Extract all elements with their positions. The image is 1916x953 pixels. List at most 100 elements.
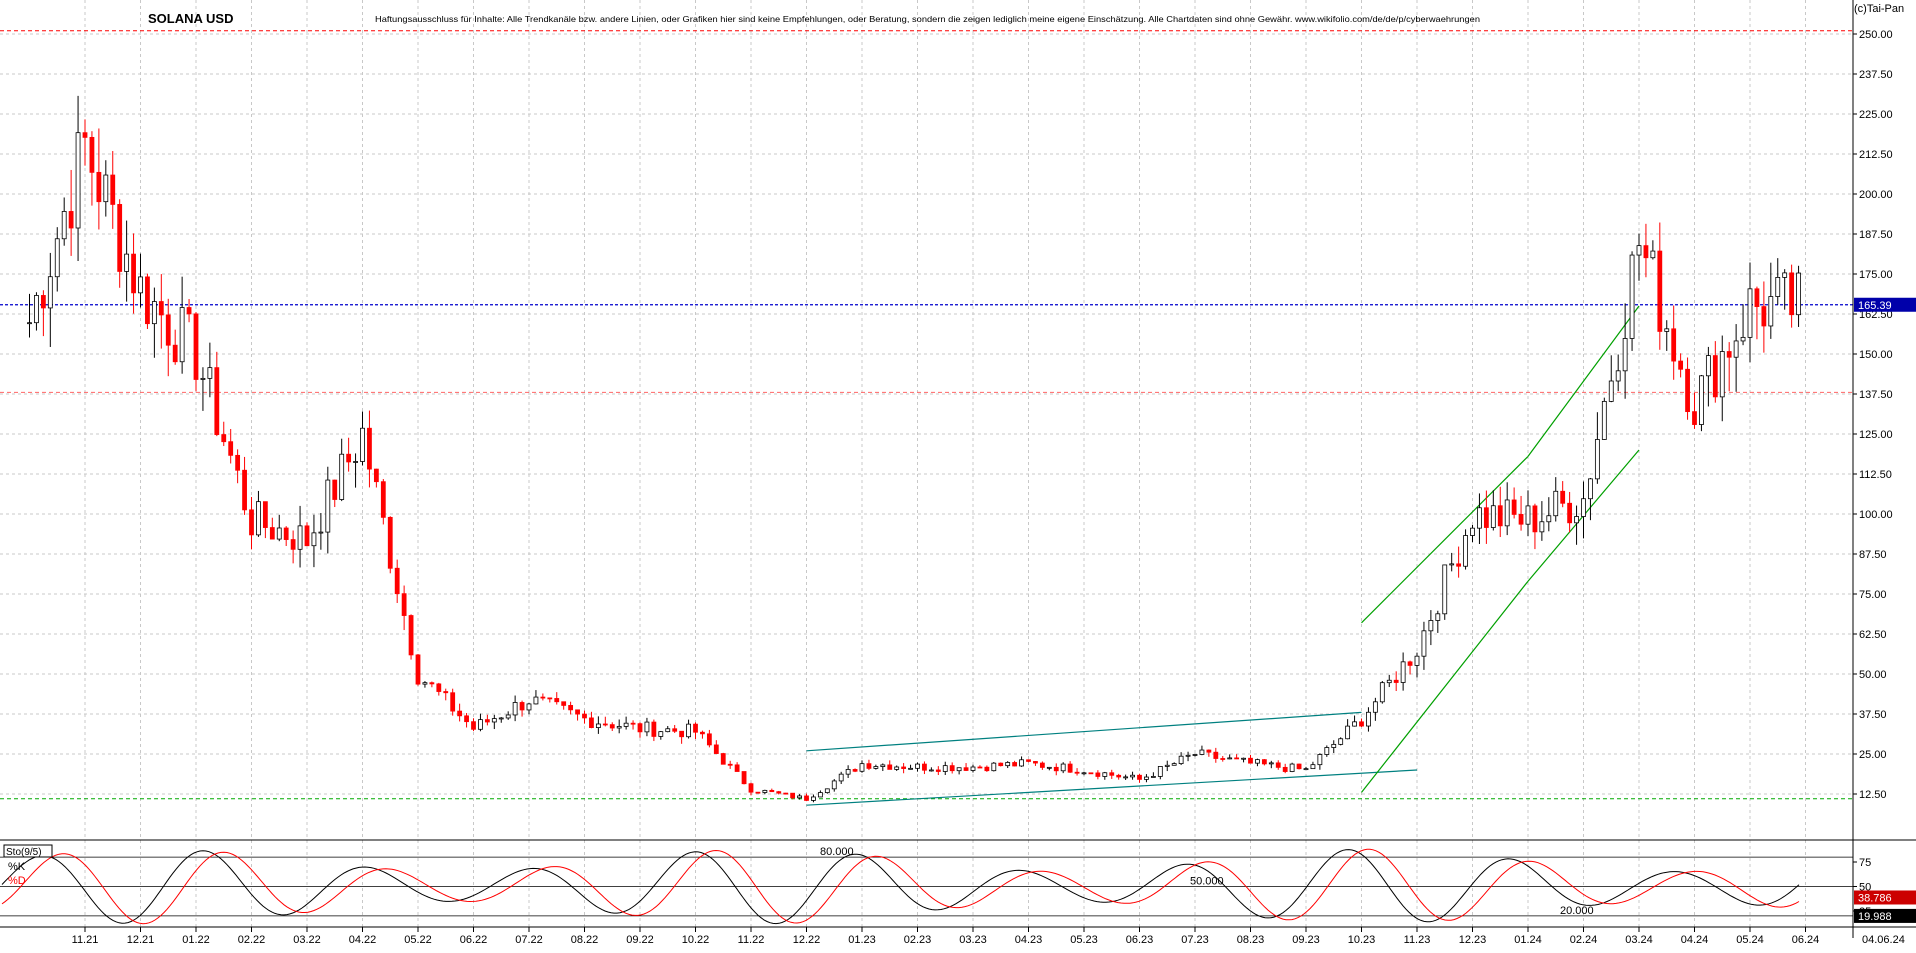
candle-down	[609, 724, 615, 729]
date-tick-label: 02.22	[238, 934, 266, 946]
candle-up	[956, 767, 962, 772]
candle-up	[1317, 754, 1323, 766]
candle-down	[1088, 772, 1094, 775]
candle-down	[1685, 368, 1690, 413]
candle-down	[165, 314, 171, 346]
candle-up	[1255, 759, 1260, 764]
candle-down	[346, 453, 352, 463]
candle-down	[1012, 762, 1018, 767]
candle-up	[1581, 498, 1586, 517]
candle-up	[1449, 563, 1455, 566]
candle-down	[394, 567, 400, 595]
candle-down	[1248, 757, 1253, 764]
candle-up	[1102, 772, 1108, 777]
candle-down	[700, 731, 705, 735]
candle-up	[1719, 351, 1725, 398]
chart-title: SOLANA USD	[148, 11, 233, 26]
candle-up	[318, 531, 324, 534]
candle-up	[1386, 679, 1392, 684]
candle-down	[1643, 245, 1649, 259]
trend-channel-line	[1361, 455, 1529, 624]
candle-down	[1053, 766, 1059, 772]
candle-up	[1796, 272, 1801, 316]
candle-up	[1664, 328, 1670, 332]
candle-down	[1116, 774, 1122, 778]
candle-up	[1379, 682, 1385, 703]
candle-down	[401, 593, 407, 616]
candle-down	[693, 723, 698, 733]
price-tick-label: 100.00	[1859, 509, 1893, 521]
candle-up	[54, 238, 60, 278]
candle-down	[540, 696, 546, 699]
candle-up	[1400, 661, 1406, 683]
candle-up	[595, 723, 601, 728]
candle-down	[1039, 762, 1045, 768]
candle-up	[1338, 738, 1344, 745]
candle-down	[630, 722, 636, 725]
candle-up	[880, 764, 886, 767]
trend-channel-line	[806, 769, 1418, 806]
date-tick-label: 04.24	[1681, 934, 1709, 946]
stoch-k-value: 38.786	[1858, 892, 1892, 904]
candle-up	[859, 763, 865, 772]
candle-down	[977, 766, 983, 769]
candle-up	[1227, 757, 1233, 760]
candle-up	[1622, 338, 1628, 372]
candle-down	[1671, 328, 1677, 362]
date-tick-label: 01.23	[848, 934, 876, 946]
candle-down	[1296, 763, 1302, 770]
candle-down	[713, 744, 719, 754]
candle-up	[824, 788, 830, 793]
candle-up	[1303, 768, 1309, 771]
candle-down	[290, 539, 296, 550]
candle-up	[75, 132, 81, 229]
candle-up	[1463, 535, 1468, 567]
candle-up	[838, 773, 844, 782]
date-tick-label: 03.24	[1625, 934, 1653, 946]
candle-up	[1366, 711, 1371, 727]
stoch-d-line	[1, 848, 1800, 925]
candle-down	[922, 763, 927, 771]
candle-down	[415, 654, 421, 685]
candle-down	[720, 753, 726, 765]
candle-down	[1497, 505, 1503, 527]
candle-up	[970, 766, 976, 771]
date-tick-label: 08.23	[1237, 934, 1265, 946]
candle-up	[1782, 272, 1788, 278]
candle-down	[984, 766, 990, 772]
candle-down	[554, 698, 560, 703]
candle-down	[589, 717, 594, 728]
candle-down	[172, 344, 178, 363]
candle-down	[221, 434, 227, 443]
candle-down	[949, 765, 955, 772]
stoch-d-badge	[1854, 908, 1916, 923]
price-tick-label: 175.00	[1859, 269, 1893, 281]
stoch-tick-label: 75	[1859, 857, 1871, 869]
candle-down	[117, 204, 123, 272]
candle-down	[457, 710, 463, 717]
candle-down	[96, 171, 102, 203]
candle-up	[1504, 499, 1510, 527]
candle-down	[158, 301, 164, 316]
candle-down	[450, 692, 456, 712]
candle-up	[138, 276, 143, 294]
candle-up	[991, 762, 997, 772]
date-tick-label: 06.23	[1126, 934, 1154, 946]
candle-down	[963, 767, 969, 771]
candle-down	[1109, 772, 1115, 776]
candle-up	[658, 731, 664, 737]
candle-up	[644, 721, 650, 733]
candle-up	[1192, 754, 1198, 756]
candle-down	[1137, 774, 1142, 780]
current-price-badge	[1854, 297, 1916, 312]
price-tick-label: 12.50	[1859, 789, 1887, 801]
candle-up	[207, 367, 213, 379]
date-tick-label: 11.23	[1404, 934, 1431, 946]
candle-up	[1150, 776, 1156, 778]
price-tick-label: 62.50	[1859, 629, 1887, 641]
candle-up	[1588, 478, 1593, 500]
trend-channel-line	[1361, 580, 1529, 793]
candle-up	[422, 682, 428, 685]
candle-down	[1789, 272, 1795, 316]
